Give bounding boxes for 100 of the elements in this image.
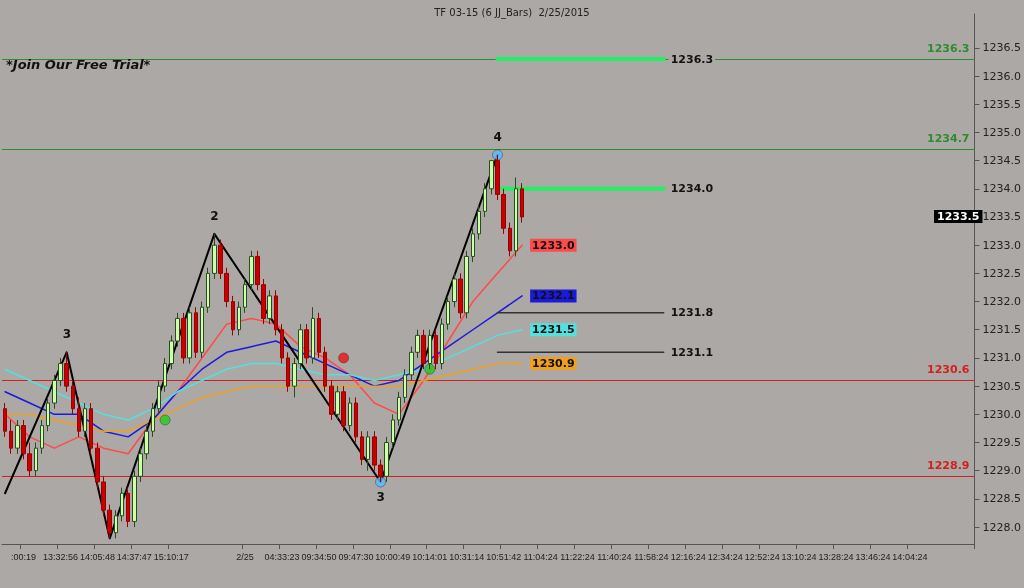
candlestick bbox=[434, 329, 438, 370]
y-tick-label: 1236.5 bbox=[982, 41, 1022, 55]
point bbox=[492, 149, 503, 161]
line-series bbox=[4, 244, 523, 455]
y-tick-label: 1233.0 bbox=[982, 238, 1022, 252]
x-tick-label: 13:32:56 bbox=[42, 551, 78, 562]
candlestick bbox=[194, 306, 198, 359]
annotation: 3 bbox=[62, 327, 71, 342]
candlestick bbox=[286, 351, 290, 393]
candlestick bbox=[366, 430, 370, 472]
y-tick-label: 1235.5 bbox=[982, 97, 1022, 111]
candlestick bbox=[267, 289, 272, 325]
x-tick-label: 2/25 bbox=[236, 551, 254, 562]
candlestick bbox=[471, 227, 475, 263]
data-label: 1231.8 bbox=[670, 306, 714, 320]
x-tick-label: 14:05:48 bbox=[79, 551, 115, 562]
candlestick bbox=[477, 205, 481, 241]
x-tick-label: 13:46:24 bbox=[855, 551, 891, 562]
candlestick bbox=[458, 272, 463, 319]
x-tick-label: :00:19 bbox=[11, 551, 37, 562]
candlestick bbox=[341, 385, 346, 432]
data-label: 1233.0 bbox=[532, 238, 575, 252]
data-label: 1236.3 bbox=[670, 52, 714, 66]
line-series bbox=[4, 328, 523, 421]
candlestick bbox=[391, 413, 395, 449]
candlestick bbox=[323, 346, 327, 393]
candlestick bbox=[243, 278, 247, 314]
candlestick bbox=[446, 295, 450, 331]
candlestick bbox=[200, 301, 204, 359]
ref-line-label: 1228.9 bbox=[927, 459, 970, 473]
y-tick-label: 1231.0 bbox=[982, 351, 1022, 365]
y-tick-label: 1231.5 bbox=[982, 323, 1022, 337]
candlestick bbox=[360, 430, 364, 466]
x-tick-label: 10:31:14 bbox=[449, 551, 485, 562]
candlestick bbox=[187, 306, 192, 365]
ref-line-label: 1230.6 bbox=[927, 363, 970, 377]
candlestick bbox=[181, 312, 186, 365]
candlestick bbox=[421, 329, 426, 370]
candlestick bbox=[464, 250, 469, 319]
y-tick-label: 1232.5 bbox=[982, 266, 1022, 280]
annotation: 4 bbox=[493, 129, 502, 144]
x-tick-label: 13:28:24 bbox=[818, 551, 854, 562]
candlestick bbox=[403, 368, 407, 404]
data-label: 1234.0 bbox=[670, 182, 714, 196]
candlestick bbox=[329, 379, 334, 421]
candlestick bbox=[237, 301, 241, 336]
candlestick bbox=[126, 487, 130, 528]
y-tick-label: 1233.5 bbox=[982, 210, 1022, 224]
annotation: 1233.5 bbox=[937, 209, 980, 223]
candlestick bbox=[89, 402, 93, 455]
point bbox=[338, 352, 349, 364]
candlestick bbox=[483, 182, 487, 218]
x-tick-label: 14:37:47 bbox=[116, 551, 152, 562]
x-tick-label: 11:04:24 bbox=[523, 551, 558, 562]
y-tick-label: 1230.0 bbox=[982, 407, 1022, 421]
candlestick bbox=[274, 289, 278, 336]
candlestick bbox=[231, 295, 235, 336]
candlestick bbox=[348, 396, 352, 432]
candlestick bbox=[206, 267, 210, 314]
y-tick-label: 1229.0 bbox=[982, 464, 1022, 478]
candlestick bbox=[520, 182, 524, 224]
x-tick-label: 11:58:24 bbox=[634, 551, 669, 562]
candlestick bbox=[354, 396, 358, 444]
x-tick-label: 09:34:50 bbox=[301, 551, 337, 562]
x-tick-label: 15:10:17 bbox=[153, 551, 189, 562]
y-tick-label: 1229.5 bbox=[982, 436, 1022, 450]
candlestick bbox=[311, 306, 315, 365]
chart-title: TF 03-15 (6 JJ_Bars) 2/25/2015 bbox=[433, 6, 590, 19]
candlestick bbox=[384, 436, 389, 483]
candlestick bbox=[3, 402, 7, 438]
x-tick-label: 10:14:01 bbox=[412, 551, 448, 562]
x-tick-label: 14:04:24 bbox=[892, 551, 928, 562]
candlestick bbox=[452, 272, 457, 308]
line-series bbox=[4, 295, 523, 438]
data-label: 1231.1 bbox=[670, 345, 714, 359]
candlestick bbox=[489, 160, 494, 195]
ref-line-label: 1236.3 bbox=[927, 42, 970, 56]
y-tick-label: 1234.5 bbox=[982, 154, 1022, 168]
x-tick-label: 13:10:24 bbox=[781, 551, 817, 562]
candlestick bbox=[280, 323, 284, 365]
candlestick bbox=[40, 419, 44, 455]
point bbox=[424, 363, 436, 375]
point bbox=[159, 414, 171, 426]
x-tick-label: 10:00:49 bbox=[375, 551, 411, 562]
x-tick-label: 11:22:24 bbox=[560, 551, 595, 562]
candlestick bbox=[397, 391, 401, 427]
y-tick-label: 1230.5 bbox=[982, 379, 1022, 393]
candlestick bbox=[440, 317, 444, 370]
candlestick bbox=[317, 312, 321, 359]
candlestick bbox=[428, 329, 432, 370]
candlestick bbox=[120, 487, 124, 522]
y-tick-label: 1236.0 bbox=[982, 69, 1022, 83]
candlestick bbox=[163, 357, 167, 393]
candlestick bbox=[151, 402, 155, 438]
line-series bbox=[4, 362, 523, 432]
candlestick bbox=[9, 419, 13, 455]
candlestick bbox=[46, 396, 50, 432]
y-tick-label: 1228.5 bbox=[982, 492, 1022, 506]
x-tick-label: 12:16:24 bbox=[670, 551, 706, 562]
annotation: 3 bbox=[376, 489, 385, 504]
